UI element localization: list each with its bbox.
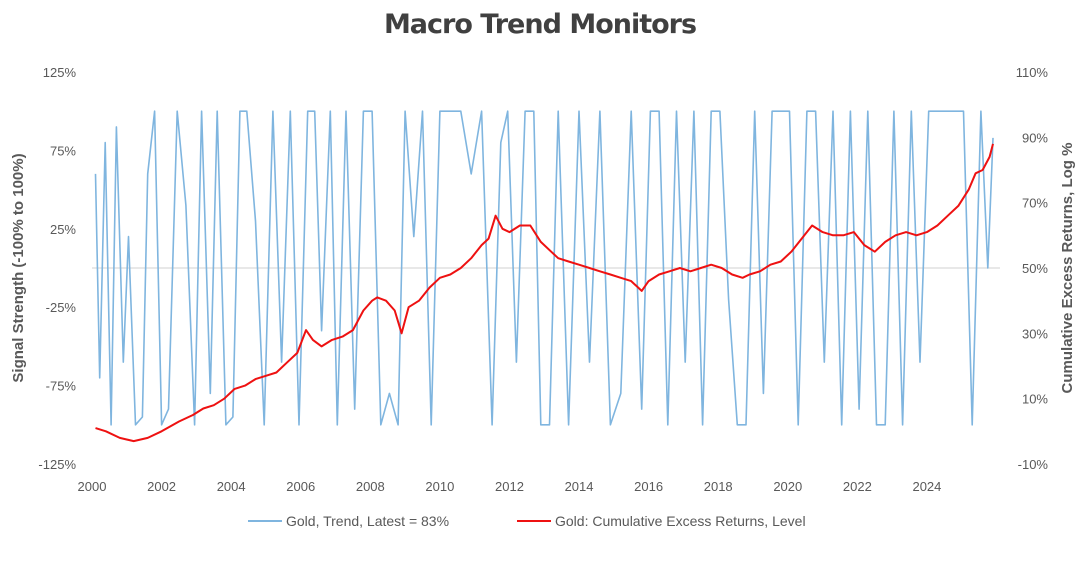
left-axis-title: Signal Strength (-100% to 100%)	[10, 153, 27, 382]
left-tick-label: 25%	[50, 222, 76, 237]
right-axis-ticks: -10% 10% 30% 50% 70% 90% 110%	[1016, 65, 1049, 472]
left-tick-label: -75%	[46, 379, 77, 394]
left-tick-label: -25%	[46, 300, 77, 315]
chart-title: Macro Trend Monitors	[384, 9, 696, 40]
left-tick-label: 75%	[50, 143, 76, 158]
x-tick-label: 2002	[147, 479, 176, 494]
x-tick-label: 2018	[704, 479, 733, 494]
x-tick-label: 2000	[78, 479, 107, 494]
right-tick-label: 70%	[1022, 196, 1048, 211]
legend: Gold, Trend, Latest = 83% Gold: Cumulati…	[248, 513, 806, 529]
cumulative-returns-line	[95, 143, 994, 443]
left-tick-label: -125%	[38, 457, 76, 472]
trend-signal-line	[94, 110, 994, 426]
x-tick-label: 2008	[356, 479, 385, 494]
x-tick-label: 2012	[495, 479, 524, 494]
left-axis-ticks: -125% -75% -25% 25% 75% 125%	[38, 65, 76, 472]
right-tick-label: -10%	[1018, 457, 1049, 472]
x-tick-label: 2022	[843, 479, 872, 494]
x-axis-ticks: 2000 2002 2004 2006 2008 2010 2012 2014 2016 2018…	[78, 479, 942, 494]
right-tick-label: 50%	[1022, 261, 1048, 276]
right-tick-label: 10%	[1022, 392, 1048, 407]
x-tick-label: 2004	[217, 479, 246, 494]
legend-label-cumulative: Gold: Cumulative Excess Returns, Level	[555, 513, 806, 529]
x-tick-label: 2010	[425, 479, 454, 494]
right-tick-label: 30%	[1022, 326, 1048, 341]
x-tick-label: 2006	[286, 479, 315, 494]
left-tick-label: 125%	[43, 65, 77, 80]
series-group	[94, 110, 994, 443]
x-tick-label: 2016	[634, 479, 663, 494]
x-tick-label: 2014	[565, 479, 594, 494]
x-tick-label: 2020	[773, 479, 802, 494]
right-axis-title: Cumulative Excess Returns, Log %	[1059, 143, 1076, 394]
legend-label-trend: Gold, Trend, Latest = 83%	[286, 513, 449, 529]
x-tick-label: 2024	[912, 479, 941, 494]
right-tick-label: 110%	[1016, 65, 1049, 80]
right-tick-label: 90%	[1022, 130, 1048, 145]
